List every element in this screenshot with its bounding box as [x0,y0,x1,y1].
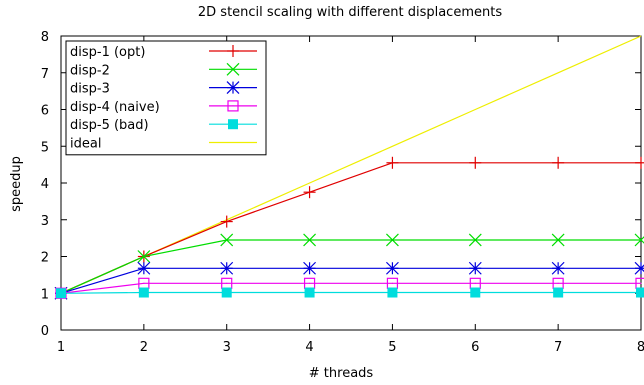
data-point [553,287,564,298]
data-point [386,156,399,169]
legend-swatch-marker [227,45,239,57]
data-point [220,215,233,228]
y-tick-label: 6 [41,104,49,119]
legend-box [65,40,267,156]
legend-label: disp-2 [70,63,110,78]
legend-swatch-marker [228,119,238,130]
y-tick-label: 8 [41,30,49,45]
series-line [60,282,641,294]
data-point [56,288,66,299]
x-tick-label: 6 [471,340,479,355]
series-layer [54,35,644,300]
data-point [220,261,234,275]
data-point [387,287,398,298]
data-point [386,233,399,247]
data-point [138,287,149,298]
y-tick-label: 2 [41,251,49,266]
x-axis-label: # threads [309,366,374,381]
data-point [468,233,482,247]
series-2 [54,261,644,300]
legend-label: disp-1 (opt) [70,45,145,60]
x-tick-label: 3 [223,340,231,355]
series-line [60,267,641,294]
data-point [221,287,232,298]
y-tick-label: 3 [41,214,49,229]
x-tick-label: 8 [637,340,644,355]
x-tick-label: 1 [57,340,65,355]
data-point [469,156,482,169]
data-point [551,261,565,275]
legend: disp-1 (opt) disp-2 disp-3 disp-4 (naive) di… [65,40,267,156]
x-tick-label: 4 [305,340,313,355]
data-point [634,233,644,247]
series-line [60,239,641,294]
legend-swatch-marker [226,62,240,76]
x-tick-label: 2 [140,340,148,355]
data-point [552,156,565,169]
legend-swatch-marker [226,81,240,95]
data-point [635,156,644,169]
y-tick-label: 0 [41,324,49,339]
data-point [470,287,481,298]
data-point [551,233,565,247]
data-point [220,233,234,247]
data-point [303,186,316,199]
legend-label: disp-5 (bad) [70,118,149,133]
data-point [303,261,316,275]
y-tick-label: 7 [41,67,49,82]
legend-label: disp-4 (naive) [70,100,160,115]
legend-label: disp-3 [70,82,110,97]
y-tick-label: 1 [41,287,49,302]
legend-swatch-marker [227,100,239,112]
data-point [634,261,644,275]
data-point [636,287,644,298]
data-point [303,233,316,247]
y-tick-label: 5 [41,140,49,155]
chart-title: 2D stencil scaling with different displa… [198,5,502,20]
x-tick-label: 5 [388,340,396,355]
series-4 [56,287,644,299]
legend-label: ideal [70,137,101,152]
y-axis-label: speedup [9,156,24,212]
y-tick-label: 4 [41,177,49,192]
data-point [137,261,151,275]
series-line [60,162,641,294]
x-tick-label: 7 [554,340,562,355]
data-point [468,261,482,275]
series-line [60,291,641,294]
data-point [137,250,151,263]
data-point [304,287,315,298]
data-point [386,261,399,275]
